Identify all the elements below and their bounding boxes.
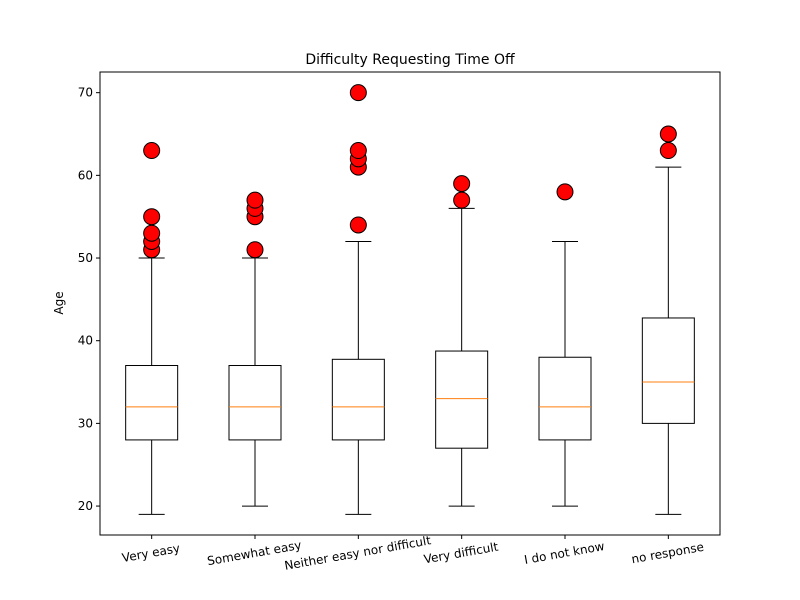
box-iqr <box>331 358 385 441</box>
outlier-point <box>659 142 677 160</box>
outlier-point <box>659 125 677 143</box>
y-axis-label: Age <box>52 291 66 314</box>
x-tick-label: I do not know <box>523 539 606 567</box>
y-tick-label: 70 <box>78 86 93 100</box>
outlier-point <box>143 208 161 226</box>
y-tick-label: 30 <box>78 416 93 430</box>
box-iqr <box>228 365 282 441</box>
outlier-point <box>246 241 264 259</box>
outlier-point <box>349 84 367 102</box>
y-tick-label: 60 <box>78 168 93 182</box>
x-tick-label: Very difficult <box>423 540 500 567</box>
outlier-point <box>453 175 471 193</box>
y-tick-label: 40 <box>78 334 93 348</box>
outlier-point <box>349 142 367 160</box>
outlier-point <box>246 191 264 209</box>
box-iqr <box>435 350 489 449</box>
outlier-point <box>349 216 367 234</box>
plot-frame <box>99 71 721 536</box>
x-tick-label: Very easy <box>121 541 181 565</box>
x-tick-label: no response <box>630 540 705 567</box>
x-tick-label: Neither easy nor difficult <box>283 533 432 573</box>
outlier-point <box>143 224 161 242</box>
box-iqr <box>641 317 695 424</box>
outlier-point <box>453 191 471 209</box>
outlier-point <box>556 183 574 201</box>
chart-title: Difficulty Requesting Time Off <box>305 52 515 68</box>
y-tick-label: 50 <box>78 251 93 265</box>
box-iqr <box>125 365 179 441</box>
outlier-point <box>143 142 161 160</box>
y-tick-label: 20 <box>78 499 93 513</box>
box-iqr <box>538 356 592 441</box>
